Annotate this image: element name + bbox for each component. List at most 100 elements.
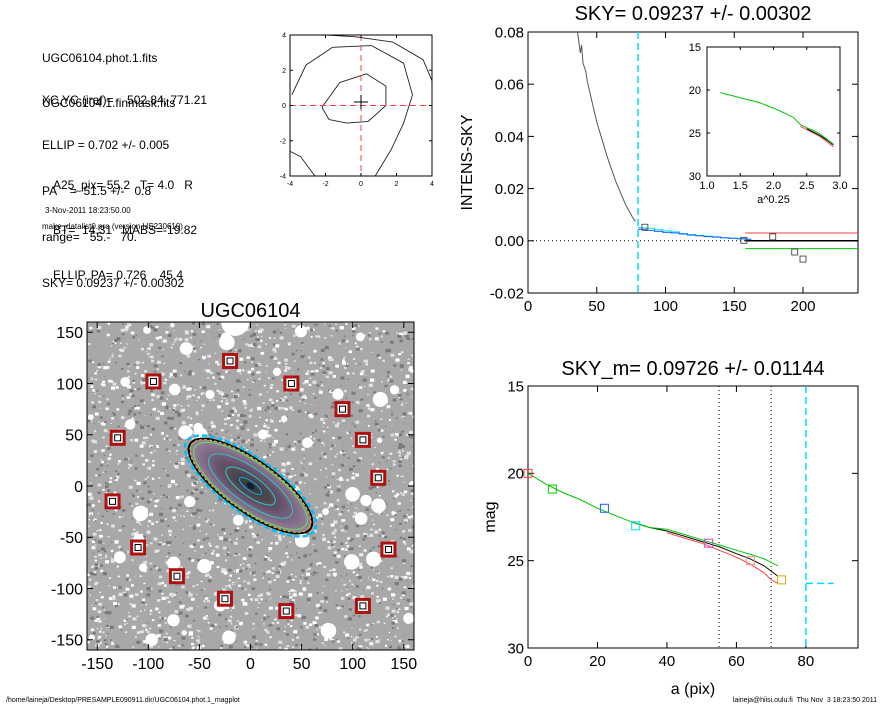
sky-ylabel: INTENS-SKY [459, 114, 476, 210]
masked-star [194, 427, 208, 441]
contour-x-tick-label: 0 [359, 181, 363, 188]
mask-square [370, 469, 387, 486]
contour-x-tick-label: -2 [322, 181, 328, 188]
sky-data-square [799, 255, 807, 263]
sky-y-tick-label: -0.02 [490, 285, 524, 302]
info-program: make_datalist0.pro (version HS230610) [42, 222, 183, 231]
sky-data-square [791, 248, 799, 256]
mag-ylabel: mag [482, 501, 499, 532]
galaxy-y-tick-label: 100 [56, 376, 83, 393]
mask-square-inner [221, 595, 229, 603]
mask-square [145, 373, 162, 390]
mag-y-tick-label: 15 [507, 378, 524, 395]
sky-y-tick-label: 0.04 [495, 129, 524, 146]
masked-star [167, 556, 181, 570]
masked-star [320, 622, 337, 639]
mask-square-inner [109, 497, 117, 505]
masked-star [221, 630, 236, 645]
masked-star [376, 437, 383, 443]
galaxy-x-tick-label: 150 [390, 656, 417, 673]
mag-x-tick-label: 60 [728, 653, 745, 670]
mask-square-inner [282, 607, 290, 615]
mask-square [380, 541, 397, 558]
mag-data-square [704, 538, 714, 548]
mag-x-tick-label: 40 [659, 653, 676, 670]
mag-data-square [523, 468, 533, 478]
masked-star [220, 332, 231, 343]
galaxy-yellow-isophote [189, 439, 312, 533]
galaxy-title: UGC06104 [200, 300, 300, 322]
sky-x-tick-label: 0 [524, 298, 532, 315]
galaxy-x-tick-label: 0 [246, 656, 255, 673]
mag-y-tick-label: 20 [507, 466, 524, 483]
mask-square-inner [134, 544, 142, 551]
masked-star [345, 486, 360, 502]
inset-x-tick-label: 3.0 [832, 180, 847, 192]
mask-square-inner [359, 602, 367, 610]
contour-line [290, 150, 316, 176]
sky-x-tick-label: 50 [588, 298, 605, 315]
inset-x-tick-label: 2.0 [766, 180, 781, 192]
masked-star [332, 388, 344, 400]
sky-profile-line [577, 31, 636, 222]
info-a25: A25_pix= 55.2 T= 4.0 R [53, 178, 193, 192]
mag-green-line [527, 472, 779, 567]
galaxy-noise-dark [87, 322, 414, 650]
masked-star [132, 505, 149, 522]
mag-frame [527, 385, 859, 649]
info-center: XC,YC (iraf)= 502.84, 771.21 [42, 92, 208, 107]
galaxy-x-tick-label: -150 [81, 656, 113, 673]
sky-data-square [641, 223, 649, 231]
masked-star [145, 633, 159, 647]
masked-star [178, 425, 193, 440]
mask-square-inner [359, 436, 367, 444]
mask-square-inner [149, 377, 157, 385]
masked-star [143, 326, 151, 334]
masked-star [205, 389, 215, 400]
mask-square-inner [287, 380, 295, 387]
sky-x-tick-label: 200 [790, 298, 815, 315]
masked-star [170, 323, 175, 328]
info-sky: SKY= 0.09237 +/- 0.00302 [42, 276, 185, 291]
mask-square [278, 603, 295, 620]
inset-x-tick-label: 2.5 [799, 180, 814, 192]
sky-y-tick-label: 0.02 [495, 181, 524, 198]
galaxy-y-tick-label: -150 [51, 633, 83, 650]
galaxy-isophote [225, 466, 276, 506]
masked-star [125, 419, 136, 430]
mag-y-tick-label: 30 [507, 640, 524, 657]
mask-square [104, 493, 121, 510]
masked-star [302, 437, 313, 448]
masked-star [294, 325, 307, 338]
sky-blue-steps [638, 228, 752, 240]
galaxy-y-tick-label: 150 [56, 325, 83, 342]
info-range: range= 55.- 70. [42, 230, 138, 245]
galaxy-y-tick-label: 0 [74, 479, 83, 496]
masked-star [87, 414, 94, 421]
masked-star [391, 511, 396, 516]
mask-square [222, 352, 239, 369]
inset-y-tick-label: 30 [689, 171, 701, 183]
mag-black-line [632, 521, 779, 577]
galaxy-y-tick-label: 50 [65, 428, 83, 445]
masked-star [120, 376, 131, 387]
masked-star [168, 383, 181, 396]
sky-y-tick-label: 0.06 [495, 77, 524, 94]
mag-data-square [547, 484, 557, 494]
masked-star [181, 630, 187, 636]
masked-star [113, 551, 126, 564]
mask-square [354, 431, 371, 448]
masked-star [371, 498, 386, 514]
info-file-phot: UGC06104.phot.1.fits [42, 51, 158, 65]
masked-star [88, 634, 95, 641]
mask-square-inner [338, 405, 346, 413]
inset-y-tick-label: 25 [689, 128, 701, 140]
galaxy-y-tick-label: -100 [51, 581, 83, 598]
contour-y-tick-label: 4 [282, 33, 286, 40]
mag-y-tick-label: 25 [507, 553, 524, 570]
sky-x-tick-label: 100 [653, 298, 678, 315]
galaxy-y-tick-label: -50 [60, 530, 83, 547]
masked-star [138, 563, 148, 572]
mask-square-inner [114, 434, 122, 442]
contour-y-tick-label: 2 [282, 68, 286, 75]
